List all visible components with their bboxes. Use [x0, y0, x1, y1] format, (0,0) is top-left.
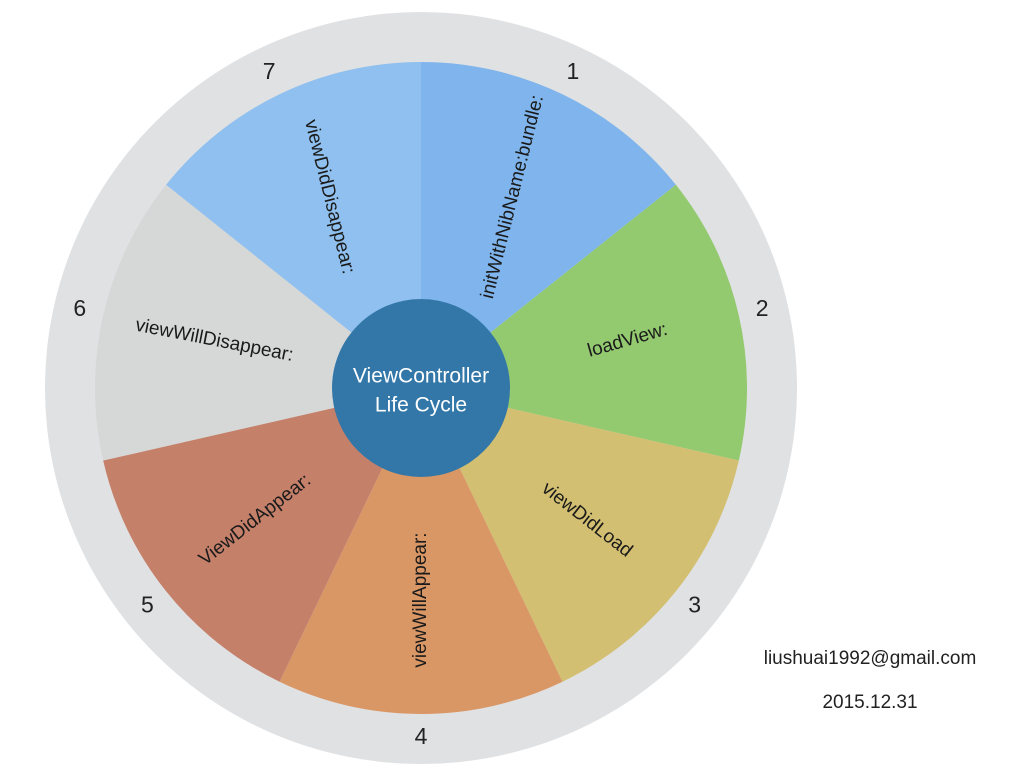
segment-1-number: 1: [567, 58, 580, 84]
segments-layer: [94, 61, 748, 715]
segment-5: [103, 388, 422, 682]
segment-4-number: 4: [415, 723, 428, 749]
center-title-line1: ViewController: [353, 365, 489, 388]
segment-7: [166, 61, 421, 388]
segment-2-number: 2: [756, 295, 769, 321]
segment-6-number: 6: [73, 295, 86, 321]
segment-4-label: viewWillAppear:: [410, 532, 431, 667]
segment-4: [279, 388, 563, 715]
segment-7-number: 7: [263, 58, 276, 84]
segment-3: [421, 388, 739, 682]
center-hub: [332, 299, 510, 477]
author-email: liushuai1992@gmail.com: [763, 648, 977, 669]
segment-1: [421, 62, 676, 388]
segment-3-number: 3: [688, 591, 701, 617]
segment-5-number: 5: [141, 591, 154, 617]
date-label: 2015.12.31: [822, 692, 918, 713]
center-title-line2: Life Cycle: [375, 394, 467, 417]
segment-numbers-layer: 1 2 3 4 5 6 7: [73, 58, 768, 749]
